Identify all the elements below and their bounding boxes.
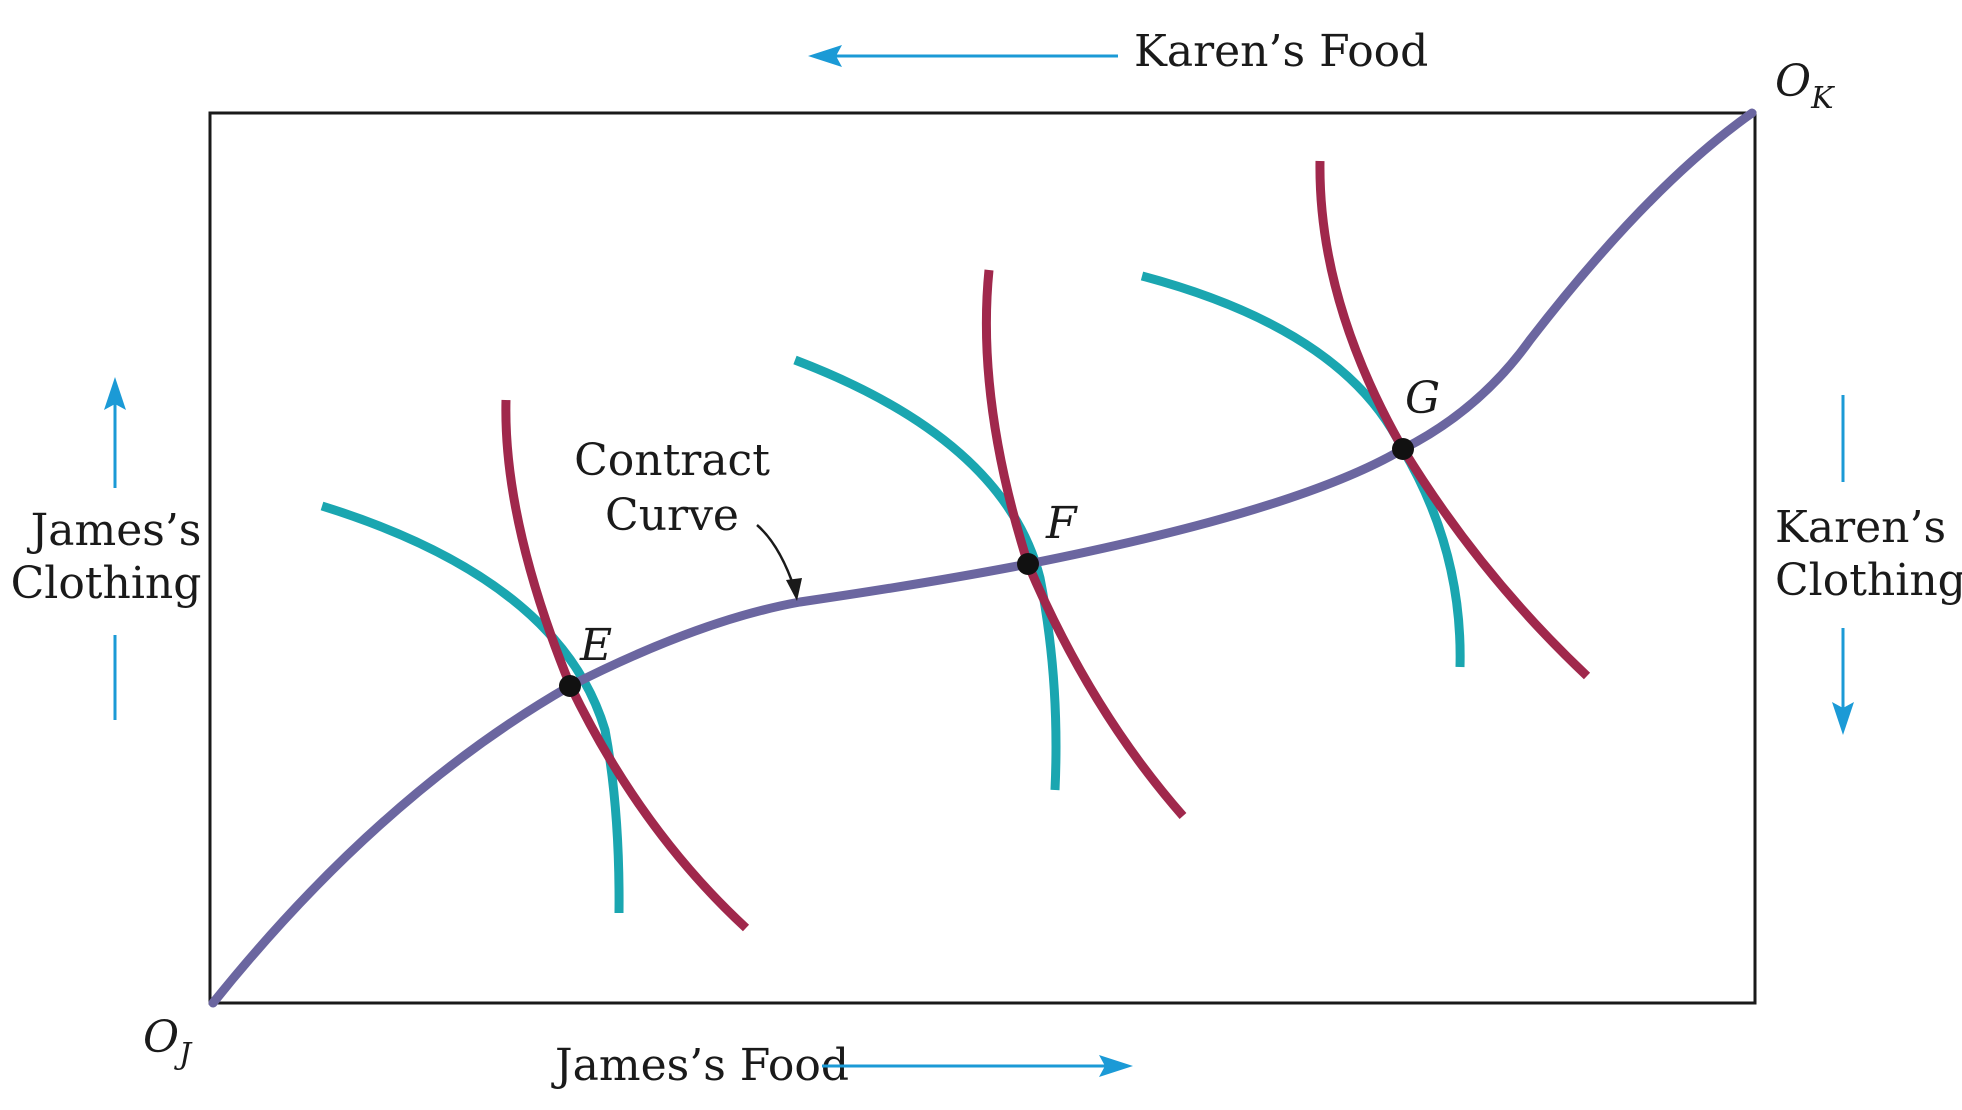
karen-clothing-label-line2: Clothing — [1775, 555, 1962, 606]
james-indifference-curve-f — [793, 355, 1061, 791]
origin-james-label: OJ — [143, 1012, 193, 1072]
origin-karen-subscript: K — [1810, 81, 1835, 116]
point-e-label: E — [579, 620, 612, 671]
origin-karen-label: OK — [1775, 56, 1835, 116]
point-f-marker — [1017, 553, 1039, 575]
karen-indifference-curve-f — [981, 269, 1187, 819]
karen-food-arrow-head — [808, 45, 842, 67]
karen-clothing-arrow-head — [1832, 702, 1854, 735]
contract-curve-pointer-head — [786, 578, 802, 601]
point-g-marker — [1392, 438, 1414, 460]
contract-curve-label-line1: Contract — [574, 435, 770, 486]
point-f-label: F — [1045, 498, 1078, 549]
james-indifference-curve-e — [320, 501, 624, 914]
karen-food-label: Karen’s Food — [1134, 26, 1428, 77]
james-clothing-label-line2: Clothing — [11, 558, 202, 609]
contract-curve-label-line2: Curve — [605, 490, 739, 541]
james-clothing-label-line1: James’s — [27, 505, 202, 556]
karen-clothing-label-line1: Karen’s — [1775, 502, 1946, 553]
james-food-arrow-head — [1099, 1055, 1133, 1077]
james-food-label: James’s Food — [551, 1040, 849, 1091]
edgeworth-box-frame — [208, 111, 1757, 1005]
james-clothing-arrow-head — [104, 377, 126, 410]
point-g-label: G — [1405, 373, 1440, 424]
point-e-marker — [559, 675, 581, 697]
